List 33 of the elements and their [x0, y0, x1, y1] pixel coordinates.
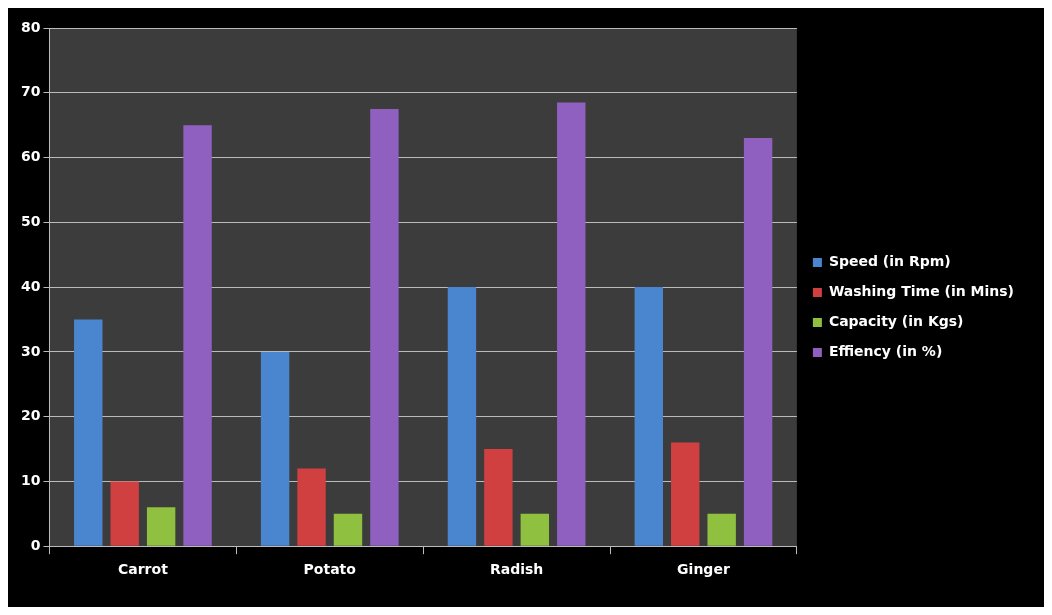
y-tick-label: 50 [21, 212, 41, 229]
y-tick-label: 70 [21, 83, 41, 100]
bar [146, 507, 176, 546]
legend-label: Effiency (in %) [828, 343, 943, 360]
bar [634, 287, 664, 546]
x-tick-label: Potato [303, 561, 357, 578]
bar [447, 287, 477, 546]
bar [110, 481, 139, 546]
y-tick-label: 30 [21, 342, 41, 359]
bar [74, 319, 103, 546]
y-tick-label: 20 [21, 407, 41, 424]
bar [520, 513, 550, 546]
legend-label: Capacity (in Kgs) [828, 313, 964, 330]
bar [183, 125, 212, 546]
bar [671, 442, 700, 546]
bar [370, 108, 399, 546]
y-tick-label: 40 [21, 277, 41, 294]
bar [297, 468, 326, 546]
bar [707, 513, 736, 546]
bar [260, 351, 290, 546]
legend-label: Washing Time (in Mins) [828, 283, 1014, 300]
bar [333, 513, 363, 546]
x-tick-label: Carrot [117, 561, 169, 578]
legend-label: Speed (in Rpm) [828, 253, 951, 270]
bar [484, 449, 513, 546]
x-tick-label: Ginger [677, 561, 730, 578]
bar [743, 138, 773, 546]
y-tick-label: 60 [21, 148, 41, 165]
bar [557, 102, 586, 546]
y-tick-label: 0 [30, 536, 41, 553]
y-tick-label: 80 [21, 18, 41, 35]
x-tick-label: Radish [489, 561, 544, 578]
y-tick-label: 10 [21, 472, 41, 489]
